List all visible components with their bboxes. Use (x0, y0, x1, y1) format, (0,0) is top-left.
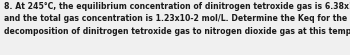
Text: 8. At 245°C, the equilibrium concentration of dinitrogen tetroxide gas is 6.38x1: 8. At 245°C, the equilibrium concentrati… (4, 2, 350, 35)
